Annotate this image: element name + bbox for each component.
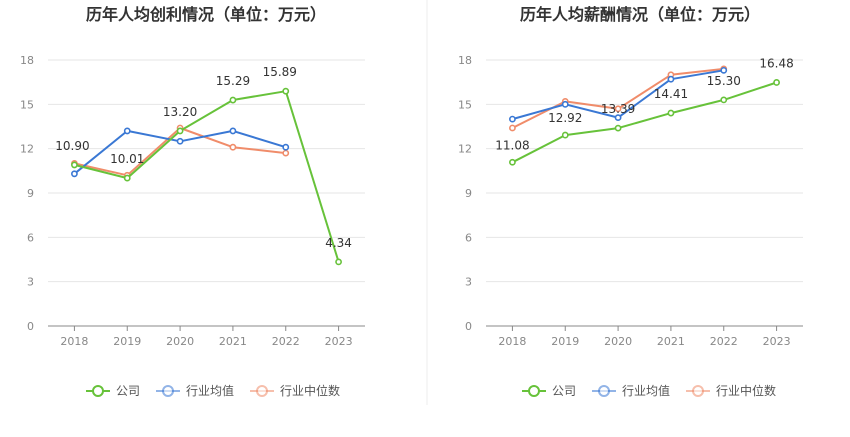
data-point [282, 143, 290, 151]
x-tick-label: 2020 [166, 335, 194, 348]
data-point [176, 137, 184, 145]
legend-item-1: 公司 [522, 384, 576, 398]
legend-label: 行业均值 [186, 383, 234, 398]
legend-marker [692, 385, 704, 397]
legend-label: 行业中位数 [280, 383, 340, 398]
x-tick-label: 2020 [604, 335, 632, 348]
data-point [229, 127, 237, 135]
data-label: 14.41 [654, 87, 688, 101]
y-tick-label: 18 [458, 54, 472, 67]
y-tick-label: 0 [27, 320, 34, 333]
x-tick-label: 2019 [551, 335, 579, 348]
data-point [509, 115, 516, 123]
x-tick-label: 2018 [60, 335, 88, 348]
data-point [614, 114, 622, 122]
x-tick-label: 2022 [272, 335, 300, 348]
data-label: 15.89 [263, 65, 297, 79]
y-tick-label: 3 [465, 276, 472, 289]
data-point [720, 66, 728, 74]
series-line-公司 [74, 90, 340, 263]
x-tick-label: 2022 [710, 335, 738, 348]
legend-label: 行业均值 [622, 383, 670, 398]
data-point [773, 79, 780, 86]
data-label: 10.90 [55, 139, 89, 153]
legend-marker [528, 385, 540, 397]
data-point [229, 96, 237, 104]
data-label: 16.48 [759, 56, 793, 70]
chart-panel-2: 历年人均薪酬情况（单位：万元） 0 3 6 9 12 15 18 2018 2019 2020 202… [458, 5, 803, 398]
x-tick-label: 2021 [219, 335, 247, 348]
legend-marker [162, 385, 174, 397]
series-line-行业中位数 [74, 127, 286, 177]
x-tick-label: 2018 [498, 335, 526, 348]
data-point [123, 174, 131, 182]
y-tick-label: 0 [465, 320, 472, 333]
data-point [123, 127, 131, 135]
y-tick-label: 15 [458, 98, 472, 111]
data-label: 13.39 [601, 102, 635, 116]
data-point [561, 100, 569, 108]
legend-marker [92, 385, 104, 397]
x-tick-label: 2021 [657, 335, 685, 348]
x-tick-label: 2023 [325, 335, 353, 348]
data-label: 11.08 [495, 138, 529, 152]
legend-item-2: 行业均值 [156, 383, 234, 398]
data-label: 12.92 [548, 111, 582, 125]
y-tick-label: 15 [20, 98, 34, 111]
legend-label: 行业中位数 [716, 383, 776, 398]
data-point [282, 87, 290, 95]
data-point [176, 127, 184, 135]
y-tick-label: 12 [20, 143, 34, 156]
y-tick-label: 12 [458, 143, 472, 156]
legend-item-1: 公司 [86, 384, 140, 398]
data-point [509, 124, 516, 132]
legend-marker [256, 385, 268, 397]
data-point [667, 75, 675, 83]
data-point [282, 149, 290, 157]
chart-panel-1: 历年人均创利情况（单位：万元） 0 3 6 9 12 15 18 2018 2019 2020 202… [20, 5, 365, 398]
data-label: 4.34 [325, 236, 352, 250]
data-label: 13.20 [163, 105, 197, 119]
data-point [71, 161, 78, 169]
data-point [720, 96, 728, 104]
data-point [335, 258, 342, 266]
data-point [71, 170, 78, 178]
y-tick-label: 9 [465, 187, 472, 200]
y-tick-label: 6 [465, 231, 472, 244]
data-point [614, 124, 622, 132]
series-line-公司 [511, 81, 777, 164]
legend-label: 公司 [552, 384, 576, 398]
chart-title: 历年人均创利情况（单位：万元） [86, 5, 326, 24]
series-line-行业均值 [73, 129, 287, 175]
data-label: 15.29 [216, 74, 250, 88]
legend-item-2: 行业均值 [592, 383, 670, 398]
data-point [614, 105, 622, 113]
data-label: 10.01 [110, 152, 144, 166]
x-tick-label: 2023 [763, 335, 791, 348]
x-tick-label: 2019 [113, 335, 141, 348]
data-label: 15.30 [707, 74, 741, 88]
legend-item-3: 行业中位数 [250, 383, 340, 398]
y-tick-label: 9 [27, 187, 34, 200]
y-tick-label: 18 [20, 54, 34, 67]
data-point [229, 143, 237, 151]
data-point [561, 131, 569, 139]
y-tick-label: 3 [27, 276, 34, 289]
chart-title: 历年人均薪酬情况（单位：万元） [520, 5, 760, 24]
legend-label: 公司 [116, 384, 140, 398]
data-point [509, 158, 516, 166]
legend-item-3: 行业中位数 [686, 383, 776, 398]
y-tick-label: 6 [27, 231, 34, 244]
legend-marker [598, 385, 610, 397]
data-point [667, 109, 675, 117]
